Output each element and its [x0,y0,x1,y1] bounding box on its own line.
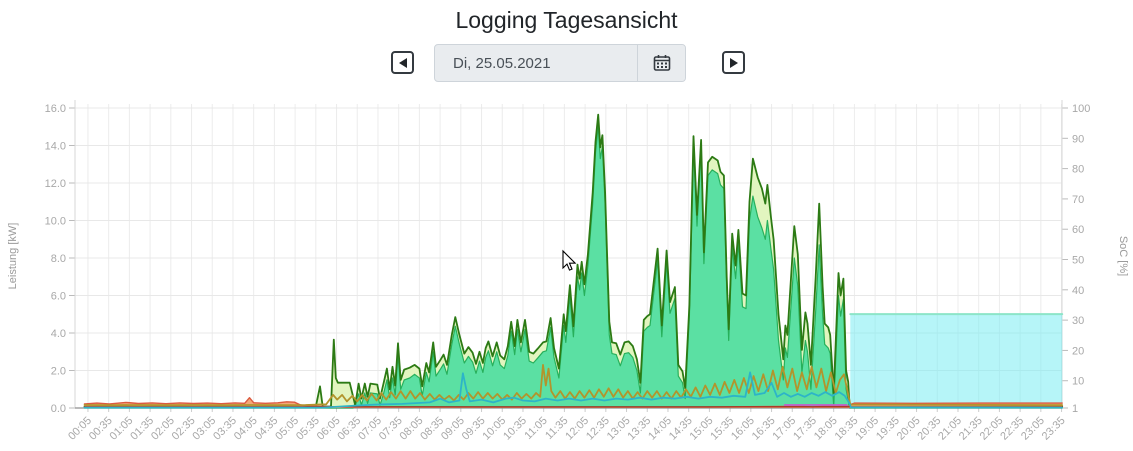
svg-text:10.0: 10.0 [45,216,66,228]
prev-day-button[interactable] [391,51,414,74]
svg-text:60: 60 [1072,224,1084,236]
svg-text:12.0: 12.0 [45,178,66,190]
svg-text:40: 40 [1072,285,1084,297]
svg-text:50: 50 [1072,255,1084,267]
svg-text:SoC [%]: SoC [%] [1117,236,1129,276]
svg-text:11:05: 11:05 [522,415,549,442]
svg-text:Leistung [kW]: Leistung [kW] [7,223,19,290]
date-input-group [434,44,686,82]
arrow-right-icon [729,57,738,68]
svg-text:80: 80 [1072,164,1084,176]
x-axis-labels: 00:0500:3501:0501:3502:0502:3503:0503:35… [66,415,1068,443]
chart-canvas[interactable]: 00:0500:3501:0501:3502:0502:3503:0503:35… [0,88,1133,451]
svg-text:6.0: 6.0 [51,291,66,303]
arrow-left-icon [398,57,407,68]
series-olive-line [83,364,1064,407]
svg-text:0.0: 0.0 [51,403,66,415]
svg-text:10: 10 [1072,376,1084,388]
series-cyan-line [83,371,1064,409]
date-controls [0,44,1133,82]
svg-text:1: 1 [1072,403,1078,415]
svg-text:10:35: 10:35 [501,415,529,443]
calendar-icon [653,55,670,71]
date-input[interactable] [435,45,637,81]
series-green-line [83,113,1064,408]
svg-text:2.0: 2.0 [51,366,66,378]
svg-text:4.0: 4.0 [51,328,66,340]
svg-text:100: 100 [1072,103,1090,115]
svg-text:70: 70 [1072,194,1084,206]
next-day-button[interactable] [722,51,745,74]
axis-titles: Leistung [kW] SoC [%] [7,223,1129,290]
mouse-cursor [562,249,577,271]
gridlines [69,104,1068,412]
page-title: Logging Tagesansicht [455,7,678,33]
svg-text:16.0: 16.0 [45,103,66,115]
calendar-button[interactable] [637,45,685,81]
svg-text:90: 90 [1072,133,1084,145]
svg-text:8.0: 8.0 [51,253,66,265]
y-axis-labels: 16.0 14.0 12.0 10.0 8.0 6.0 4.0 2.0 0.0 100 90 80 70… [45,103,1091,415]
svg-text:23:35: 23:35 [1040,415,1068,443]
svg-text:30: 30 [1072,315,1084,327]
svg-text:20: 20 [1072,345,1084,357]
svg-text:14.0: 14.0 [45,141,66,153]
series-soc-area [849,313,1064,408]
